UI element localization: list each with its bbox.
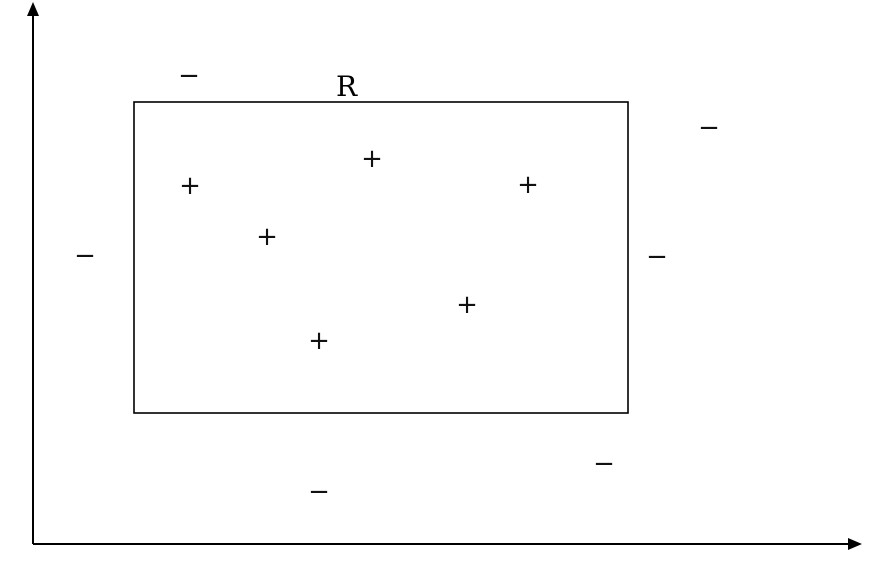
- region-rectangle: [133, 101, 629, 414]
- y-axis-arrowhead: [27, 2, 39, 16]
- negative-point: −: [646, 242, 668, 272]
- negative-point: −: [593, 449, 615, 479]
- negative-point: −: [74, 241, 96, 271]
- positive-point: +: [308, 326, 330, 356]
- positive-point: +: [256, 222, 278, 252]
- positive-point: +: [517, 170, 539, 200]
- region-label: R: [336, 70, 358, 103]
- negative-points: − − − − − −: [74, 61, 720, 507]
- negative-point: −: [178, 61, 200, 91]
- positive-points: + + + + + +: [179, 144, 539, 356]
- positive-point: +: [456, 290, 478, 320]
- negative-point: −: [308, 477, 330, 507]
- positive-point: +: [361, 144, 383, 174]
- negative-point: −: [698, 113, 720, 143]
- x-axis-arrowhead: [848, 538, 862, 550]
- positive-point: +: [179, 171, 201, 201]
